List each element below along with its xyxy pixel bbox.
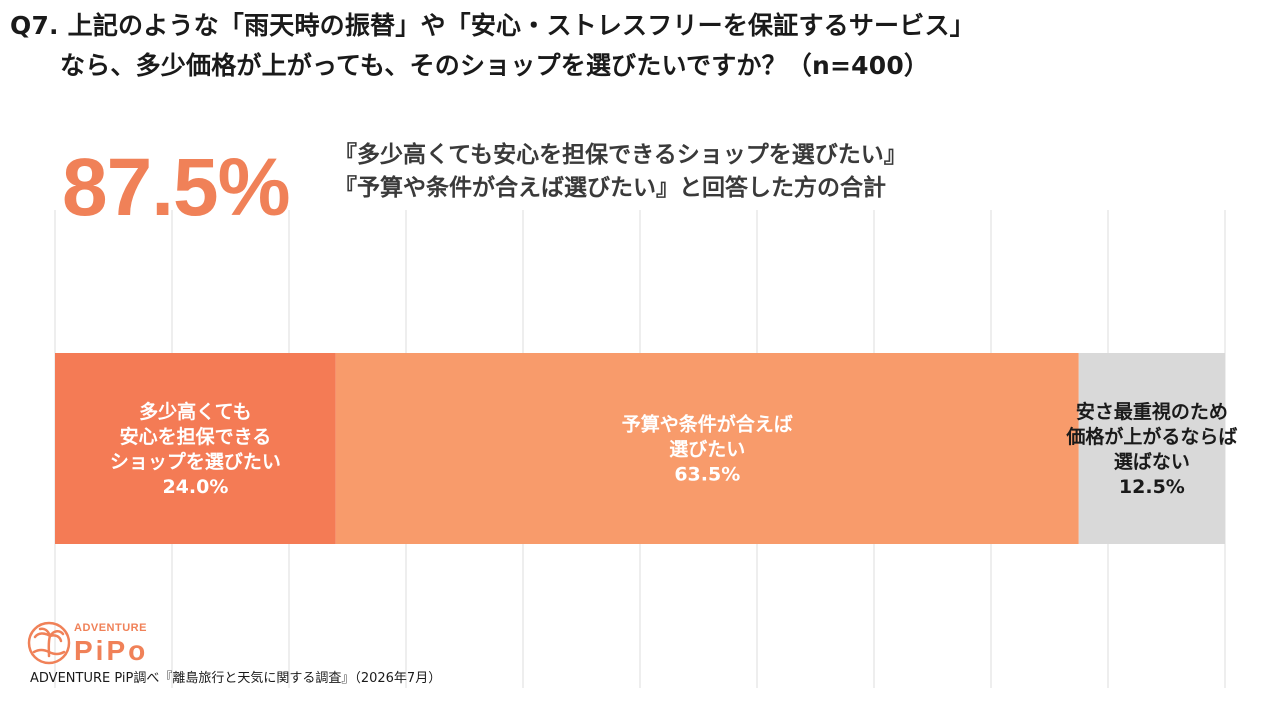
segment-category-label: 予算や条件が合えば xyxy=(622,413,793,436)
chart-labels: 多少高くても安心を担保できるショップを選びたい 24.0% 予算や条件が合えば選びた… xyxy=(110,400,1237,498)
source-note: ADVENTURE PiP調べ『離島旅行と天気に関する調査』（2026年7月） xyxy=(30,671,442,686)
total-percentage: 87.5% xyxy=(62,142,291,233)
title-line-1: Q7. 上記のような「雨天時の振替」や「安心・ストレスフリーを保証するサービス」 xyxy=(10,11,975,40)
bar-segment-3 xyxy=(1078,353,1225,544)
total-caption-line-1: 『多少高くても安心を担保できるショップを選びたい』 xyxy=(334,142,907,168)
segment-label-2: 予算や条件が合えば選びたい 63.5% xyxy=(622,413,793,486)
segment-category-label: 価格が上がるならば xyxy=(1065,425,1237,448)
segment-category-label: 安心を担保できる xyxy=(120,425,272,448)
bar-segment-2 xyxy=(335,353,1079,544)
segment-category-label: 安さ最重視のため xyxy=(1076,400,1228,423)
page-title: Q7. 上記のような「雨天時の振替」や「安心・ストレスフリーを保証するサービス」… xyxy=(10,6,1270,86)
segment-value-label: 12.5% xyxy=(1119,476,1185,498)
segment-category-label: 多少高くても xyxy=(139,400,251,423)
palm-tree-sun-icon xyxy=(27,621,71,665)
segment-category-label: 選ばない xyxy=(1114,451,1190,473)
segment-category-label: 選びたい xyxy=(669,439,745,461)
logo-top-text: ADVENTURE xyxy=(74,622,147,634)
segment-value-label: 24.0% xyxy=(162,476,228,498)
segment-value-label: 63.5% xyxy=(674,464,740,486)
total-caption: 『多少高くても安心を担保できるショップを選びたい』 『予算や条件が合えば選びたい… xyxy=(334,139,907,205)
logo-main-text: PiPo xyxy=(74,635,149,666)
segment-label-1: 多少高くても安心を担保できるショップを選びたい 24.0% xyxy=(110,400,281,498)
bar-segment-1 xyxy=(55,353,336,544)
total-caption-line-2: 『予算や条件が合えば選びたい』と回答した方の合計 xyxy=(334,175,886,201)
segment-label-3: 安さ最重視のため価格が上がるならば選ばない 12.5% xyxy=(1065,400,1237,498)
chart-bars xyxy=(55,353,1225,544)
title-line-2: なら、多少価格が上がっても、そのショップを選びたいですか？（n=400） xyxy=(60,51,930,80)
brand-logo: ADVENTURE PiPo xyxy=(26,612,151,672)
segment-category-label: ショップを選びたい xyxy=(110,450,281,473)
